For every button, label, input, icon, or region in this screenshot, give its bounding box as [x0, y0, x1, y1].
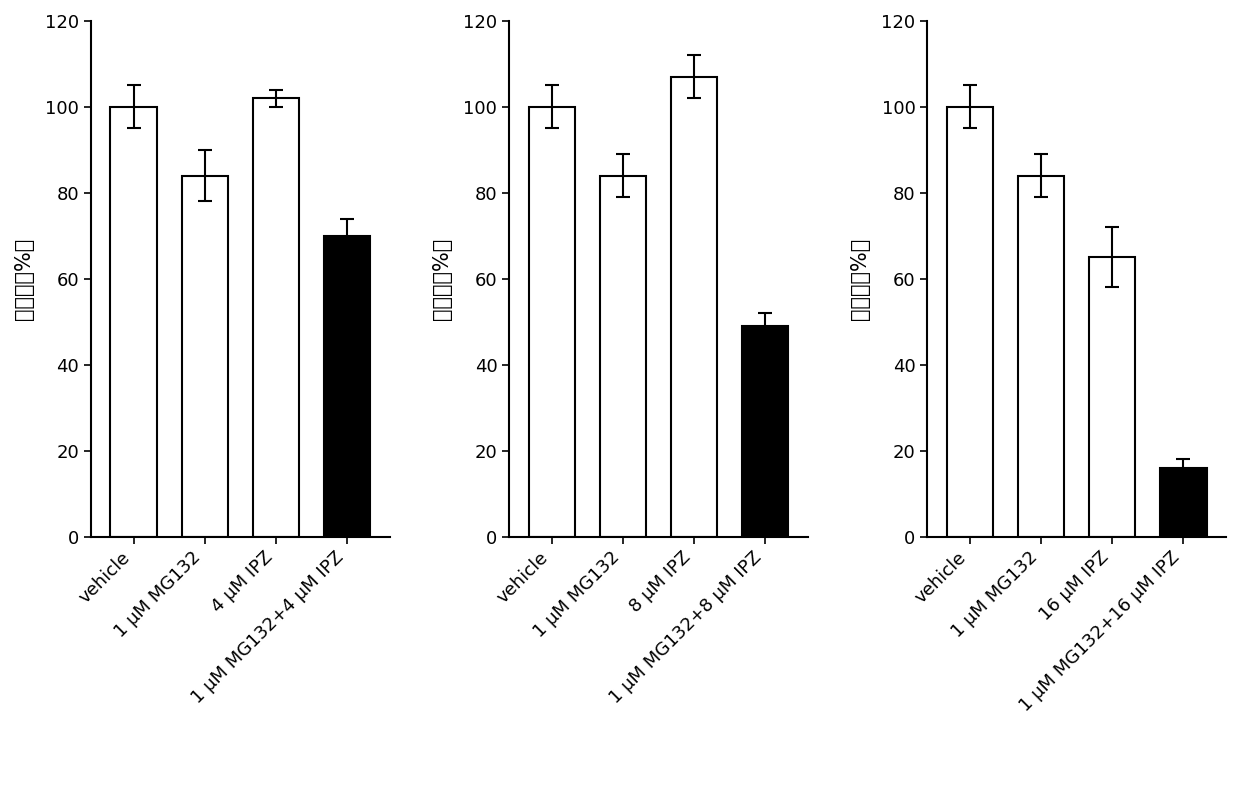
Bar [1018, 176, 1064, 537]
Bar [324, 236, 370, 537]
Bar [1089, 257, 1136, 537]
Bar [947, 107, 993, 537]
Y-axis label: 存活率（%）: 存活率（%） [432, 237, 453, 320]
Y-axis label: 存活率（%）: 存活率（%） [14, 237, 33, 320]
Bar [253, 99, 299, 537]
Bar [1161, 468, 1207, 537]
Bar [110, 107, 156, 537]
Bar [528, 107, 575, 537]
Y-axis label: 存活率（%）: 存活率（%） [851, 237, 870, 320]
Bar [671, 77, 717, 537]
Bar [742, 326, 789, 537]
Bar [181, 176, 228, 537]
Bar [600, 176, 646, 537]
